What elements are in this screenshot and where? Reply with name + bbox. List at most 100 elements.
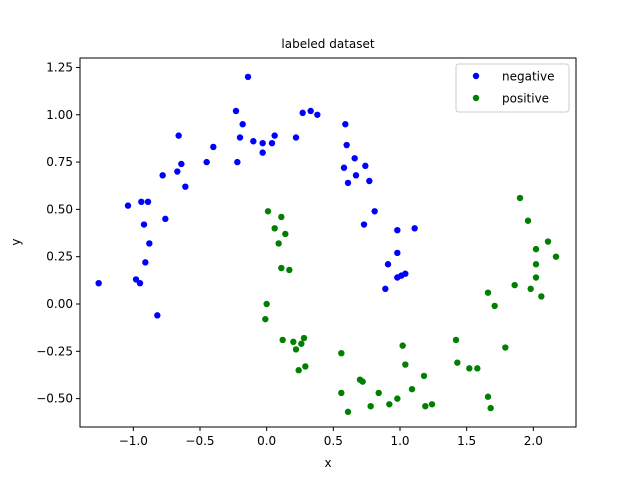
point-positive-35 <box>484 289 492 296</box>
point-negative-0 <box>95 279 102 287</box>
point-negative-21 <box>239 121 246 128</box>
point-positive-48 <box>544 238 552 245</box>
point-positive-4 <box>275 240 282 247</box>
point-positive-14 <box>300 334 308 342</box>
point-positive-49 <box>552 253 560 260</box>
point-positive-25 <box>399 342 406 349</box>
point-negative-15 <box>182 183 189 190</box>
x-tick-label: −0.5 <box>185 434 214 448</box>
point-negative-14 <box>178 160 185 168</box>
point-negative-30 <box>307 107 314 115</box>
x-tick-label: 0.5 <box>324 434 343 448</box>
y-tick-label: 1.25 <box>46 60 73 74</box>
point-negative-40 <box>366 177 373 185</box>
point-positive-12 <box>295 367 302 374</box>
point-positive-23 <box>386 401 393 408</box>
point-negative-1 <box>124 202 132 209</box>
point-negative-17 <box>210 143 217 151</box>
point-negative-16 <box>203 158 210 166</box>
legend-marker-negative <box>472 72 480 80</box>
point-negative-10 <box>159 172 166 179</box>
point-positive-17 <box>338 389 345 397</box>
point-positive-47 <box>538 293 545 300</box>
point-negative-4 <box>138 198 145 206</box>
point-negative-49 <box>411 225 418 232</box>
point-negative-5 <box>140 221 148 228</box>
point-positive-28 <box>420 372 428 380</box>
point-negative-23 <box>250 138 257 145</box>
point-positive-6 <box>278 264 285 272</box>
point-negative-26 <box>268 139 276 147</box>
point-positive-34 <box>474 365 481 372</box>
point-negative-25 <box>259 139 266 147</box>
point-negative-6 <box>142 259 149 266</box>
point-negative-37 <box>352 172 360 179</box>
point-positive-21 <box>367 402 374 410</box>
point-positive-32 <box>454 359 461 366</box>
point-negative-44 <box>394 227 401 234</box>
point-positive-16 <box>338 350 345 357</box>
point-positive-29 <box>422 402 429 410</box>
point-negative-28 <box>292 134 300 141</box>
point-positive-3 <box>271 225 278 232</box>
y-tick-label: 0.00 <box>46 297 73 311</box>
point-negative-13 <box>175 132 182 139</box>
x-tick-label: 0.0 <box>257 434 276 448</box>
point-negative-45 <box>394 249 401 257</box>
point-negative-22 <box>244 73 252 81</box>
point-negative-9 <box>154 312 161 319</box>
point-positive-5 <box>278 213 285 221</box>
point-positive-44 <box>532 245 540 253</box>
legend-marker-positive <box>472 94 480 102</box>
point-negative-35 <box>344 179 352 187</box>
y-tick-label: 0.50 <box>46 202 73 216</box>
point-positive-15 <box>302 363 309 370</box>
legend: negative positive <box>455 63 570 113</box>
point-negative-3 <box>136 279 144 287</box>
point-positive-38 <box>491 302 498 310</box>
point-negative-29 <box>299 109 306 117</box>
point-negative-19 <box>234 158 241 166</box>
plot-area-frame <box>79 57 577 428</box>
legend-box <box>455 63 570 113</box>
point-negative-27 <box>271 132 278 139</box>
x-tick-label: −1.0 <box>119 434 148 448</box>
point-negative-31 <box>314 111 321 118</box>
point-negative-24 <box>259 149 266 156</box>
point-positive-27 <box>408 385 416 393</box>
point-positive-26 <box>402 361 409 368</box>
point-positive-37 <box>487 404 494 412</box>
point-negative-43 <box>384 261 392 268</box>
x-axis-ticks: −1.0 −0.5 0.0 0.5 1.0 1.5 2.0 <box>119 427 543 448</box>
point-negative-38 <box>360 221 368 228</box>
y-tick-label: 1.00 <box>46 108 73 122</box>
y-axis-ticks: −0.50 −0.25 0.00 0.25 0.50 0.75 1.00 1.25 <box>36 60 80 406</box>
point-positive-46 <box>532 274 540 281</box>
legend-label-positive: positive <box>502 92 549 106</box>
point-negative-32 <box>340 164 348 171</box>
x-tick-label: 2.0 <box>524 434 543 448</box>
y-tick-label: 0.75 <box>46 155 73 169</box>
point-positive-11 <box>292 346 300 353</box>
point-positive-20 <box>359 378 366 385</box>
point-positive-13 <box>298 340 305 347</box>
point-negative-8 <box>146 240 153 247</box>
point-positive-1 <box>263 300 270 308</box>
point-negative-12 <box>174 168 181 175</box>
point-positive-30 <box>428 401 436 408</box>
point-positive-42 <box>524 217 532 224</box>
point-positive-24 <box>394 395 401 402</box>
y-tick-label: −0.25 <box>36 344 73 358</box>
point-positive-45 <box>532 261 540 268</box>
point-negative-34 <box>343 141 350 149</box>
point-negative-36 <box>351 155 358 162</box>
point-positive-43 <box>527 285 534 293</box>
point-negative-41 <box>371 208 378 215</box>
point-negative-7 <box>144 198 152 206</box>
x-tick-label: 1.5 <box>457 434 476 448</box>
chart-title: labeled dataset <box>281 37 375 51</box>
point-negative-48 <box>402 270 409 277</box>
y-axis-label: y <box>9 238 23 245</box>
point-positive-31 <box>452 336 460 344</box>
point-negative-2 <box>132 276 140 283</box>
